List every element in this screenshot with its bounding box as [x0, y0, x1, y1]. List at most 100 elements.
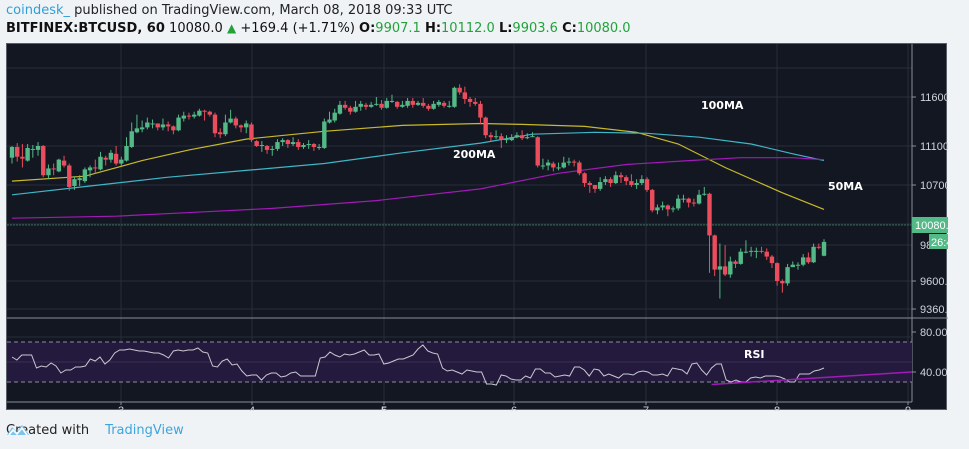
candle-body	[493, 136, 499, 138]
candle-body	[415, 102, 421, 105]
candle-body	[707, 193, 712, 236]
candle-body	[587, 183, 592, 185]
candle-body	[202, 110, 207, 112]
candle-body	[478, 103, 483, 118]
candle-body	[108, 152, 114, 160]
candle-body	[644, 179, 650, 190]
candle-body	[322, 121, 327, 148]
candle-body	[285, 140, 291, 145]
candle-body	[405, 100, 410, 106]
candle-body	[738, 251, 743, 264]
candle-body	[212, 114, 218, 134]
candle-body	[374, 103, 379, 105]
candle-body	[426, 105, 431, 109]
candle-body	[764, 251, 769, 257]
candle-body	[280, 140, 285, 143]
low-label: L:	[498, 21, 513, 36]
price-change: +169.4 (+1.71%)	[240, 21, 355, 36]
candle-body	[691, 202, 697, 204]
price-chart[interactable]: 100MA50MA200MA11600.011100.010700.010300…	[7, 44, 948, 411]
candle-body	[431, 103, 436, 109]
candle-body	[462, 92, 468, 99]
candle-body	[134, 128, 140, 133]
publish-info: coindesk_ published on TradingView.com, …	[6, 3, 453, 18]
candle-body	[389, 100, 395, 102]
candle-body	[358, 103, 363, 107]
candle-body	[624, 177, 629, 182]
candle-body	[254, 141, 259, 146]
candle-body	[790, 264, 795, 268]
candle-body	[676, 198, 681, 209]
rsi-axis-label: 40.0000	[920, 367, 948, 379]
candle-body	[665, 205, 671, 210]
candle-body	[592, 185, 598, 189]
candle-body	[15, 146, 20, 157]
candle-body	[181, 115, 186, 119]
candle-body	[722, 266, 728, 275]
candle-body	[504, 139, 509, 141]
candle-body	[301, 145, 306, 147]
candle-body	[119, 159, 124, 164]
candle-body	[571, 161, 577, 163]
price-axis-label: 11100.0	[920, 141, 948, 153]
close-label: C:	[562, 21, 577, 36]
candle-body	[686, 198, 691, 203]
candle-body	[332, 112, 337, 121]
time-axis-label: 3	[118, 405, 124, 411]
candle-body	[488, 135, 494, 138]
candle-body	[20, 156, 25, 159]
candle-body	[733, 261, 738, 264]
candle-body	[306, 144, 311, 146]
candle-body	[41, 146, 46, 176]
candle-body	[191, 114, 197, 117]
candle-body	[421, 102, 426, 106]
candle-body	[171, 126, 176, 131]
candle-body	[811, 246, 816, 263]
price-axis-label: 11600.0	[920, 92, 948, 104]
candle-body	[608, 179, 613, 184]
candle-body	[176, 117, 181, 131]
candle-body	[363, 104, 369, 107]
candle-body	[519, 135, 525, 139]
candle-body	[452, 87, 457, 107]
candle-body	[124, 146, 129, 161]
candle-body	[717, 266, 723, 270]
candle-body	[447, 105, 452, 107]
candle-body	[410, 100, 415, 105]
candle-body	[77, 178, 82, 181]
price-axis-label: 10700.0	[920, 180, 948, 192]
candle-body	[25, 147, 30, 161]
chart-panel[interactable]: 100MA50MA200MA11600.011100.010700.010300…	[6, 43, 948, 411]
footer: Created with TradingView	[6, 423, 184, 438]
time-axis-label: 6	[511, 405, 517, 411]
candle-body	[577, 162, 582, 174]
candle-body	[597, 182, 603, 189]
candle-body	[384, 100, 389, 108]
candle-body	[98, 156, 103, 170]
candle-body	[681, 198, 686, 200]
published-text: published on TradingView.com, March 08, …	[70, 3, 453, 18]
last-price-tag	[912, 217, 948, 233]
tradingview-link[interactable]: TradingView	[105, 423, 184, 438]
candle-body	[129, 131, 134, 147]
candle-body	[56, 159, 62, 172]
candle-body	[582, 173, 587, 184]
candle-body	[629, 181, 634, 185]
candle-body	[650, 189, 655, 211]
candle-body	[655, 207, 660, 211]
high-label: H:	[424, 21, 442, 36]
candle-body	[816, 246, 821, 248]
candle-body	[748, 250, 754, 252]
publisher-link[interactable]: coindesk_	[6, 3, 71, 18]
candle-body	[535, 137, 540, 166]
up-arrow-icon: ▲	[226, 21, 237, 35]
candle-body	[46, 168, 51, 176]
candle-body	[337, 104, 343, 114]
open-label: O:	[359, 21, 376, 36]
candle-body	[348, 107, 353, 112]
candle-body	[264, 146, 270, 150]
candle-body	[525, 137, 530, 139]
candle-body	[613, 175, 618, 184]
label-rsi: RSI	[744, 348, 765, 361]
ma-line-200MA	[11, 157, 825, 219]
